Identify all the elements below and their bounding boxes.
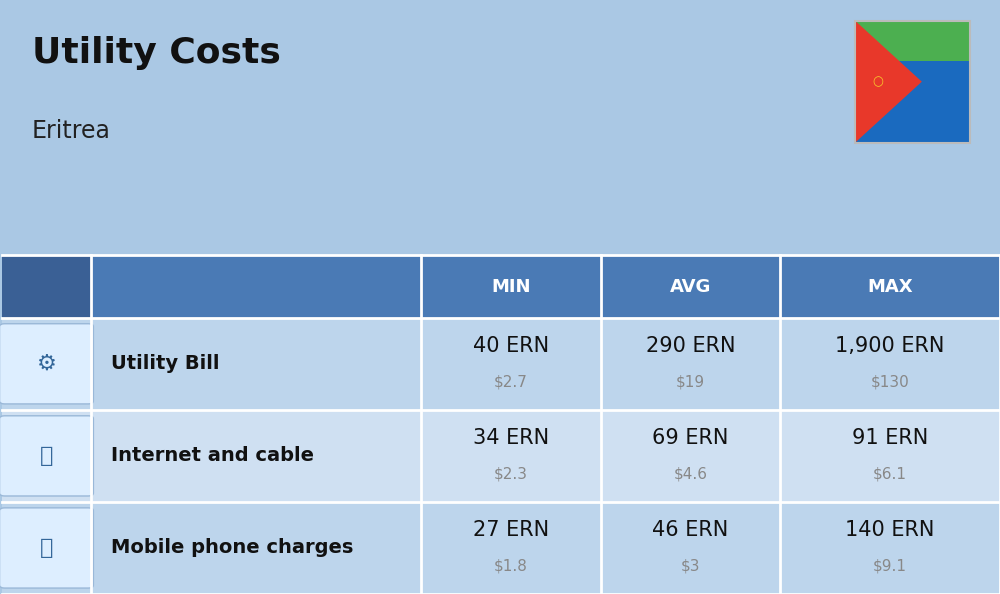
FancyBboxPatch shape [2,502,1000,594]
Text: $2.3: $2.3 [494,466,528,481]
Text: ⚙: ⚙ [36,354,56,374]
Text: $130: $130 [871,374,910,389]
FancyBboxPatch shape [855,61,970,102]
Text: Internet and cable: Internet and cable [111,447,314,465]
Text: 34 ERN: 34 ERN [473,428,549,448]
FancyBboxPatch shape [0,508,93,588]
Text: Utility Costs: Utility Costs [32,36,280,69]
Text: Eritrea: Eritrea [32,119,110,143]
FancyBboxPatch shape [2,318,1000,410]
Text: 📱: 📱 [40,538,53,558]
Text: MAX: MAX [867,277,913,296]
Text: $1.8: $1.8 [494,558,528,573]
Text: $2.7: $2.7 [494,374,528,389]
Text: Utility Bill: Utility Bill [111,355,220,373]
Text: 290 ERN: 290 ERN [646,336,735,356]
Text: MIN: MIN [491,277,531,296]
FancyBboxPatch shape [2,255,1000,318]
FancyBboxPatch shape [855,21,970,61]
FancyBboxPatch shape [91,255,421,318]
Text: 140 ERN: 140 ERN [845,520,935,540]
Text: 69 ERN: 69 ERN [652,428,729,448]
Text: $9.1: $9.1 [873,558,907,573]
FancyBboxPatch shape [0,416,93,496]
FancyBboxPatch shape [2,255,91,318]
Text: 46 ERN: 46 ERN [652,520,729,540]
Text: 1,900 ERN: 1,900 ERN [835,336,945,356]
Text: 27 ERN: 27 ERN [473,520,549,540]
Text: 91 ERN: 91 ERN [852,428,928,448]
Text: Mobile phone charges: Mobile phone charges [111,539,354,557]
Polygon shape [855,21,922,143]
Text: $4.6: $4.6 [673,466,707,481]
Text: $19: $19 [676,374,705,389]
Text: 📶: 📶 [40,446,53,466]
FancyBboxPatch shape [855,102,970,143]
Text: AVG: AVG [670,277,711,296]
FancyBboxPatch shape [0,324,93,404]
Text: ○: ○ [873,75,884,88]
Text: $3: $3 [681,558,700,573]
Text: $6.1: $6.1 [873,466,907,481]
Text: 40 ERN: 40 ERN [473,336,549,356]
FancyBboxPatch shape [2,410,1000,502]
